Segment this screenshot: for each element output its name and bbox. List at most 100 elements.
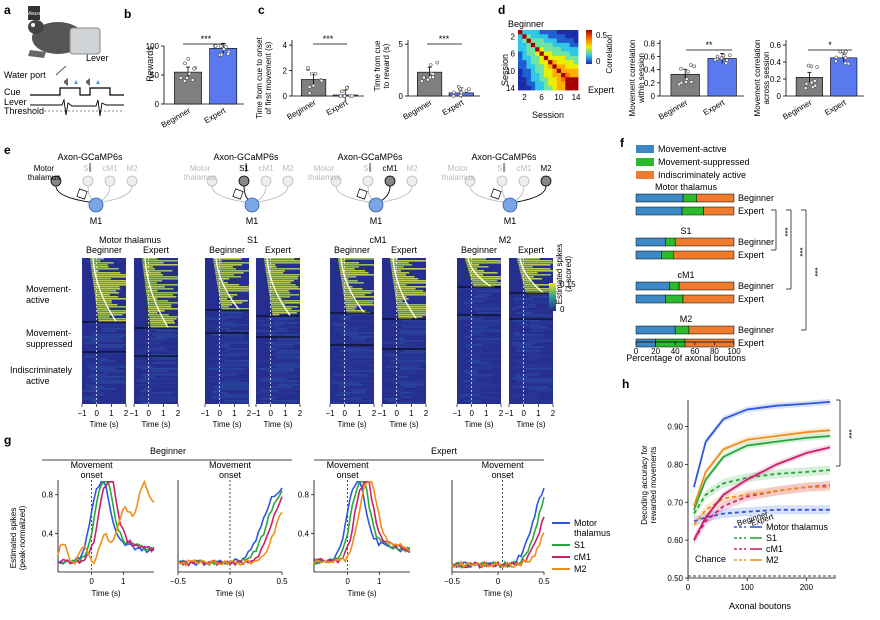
f-stars-s1: *** <box>780 227 789 236</box>
heatmap-row <box>223 378 242 380</box>
heatmap-row <box>148 304 172 306</box>
heatmap-row <box>518 400 553 402</box>
heatmap-row <box>352 338 367 340</box>
g-plot-3: Movementonset−0.5 0 0.5Time (s) <box>444 460 550 598</box>
matrix-cell <box>570 34 575 39</box>
heatmap-row <box>339 316 351 318</box>
heatmap-row <box>473 296 486 298</box>
c-left-axes: 024Beginner Expert <box>283 40 364 122</box>
heatmap-row <box>268 286 298 288</box>
x-axis-label: Time (s) <box>91 589 120 598</box>
matrix-cell <box>552 64 557 69</box>
heatmap-row <box>471 322 501 324</box>
x-tick-label: 2 <box>298 409 303 418</box>
heatmap-row <box>342 286 352 288</box>
heatmap-row <box>346 342 374 344</box>
heatmap-row <box>102 326 124 328</box>
heatmap-row <box>141 394 170 396</box>
heatmap-row <box>517 346 545 348</box>
x-tick-label: 0 <box>94 409 99 418</box>
heatmap-row <box>93 280 126 282</box>
heatmap-row <box>394 388 404 390</box>
data-point <box>810 81 813 84</box>
heatmap-row <box>460 356 478 358</box>
matrix-cell <box>544 60 549 65</box>
x-tick-label: Expert <box>823 98 848 118</box>
heatmap-group-title: M2 <box>499 235 512 245</box>
heatmap-row <box>90 260 100 262</box>
imaging-window <box>233 189 243 199</box>
heatmap-row <box>477 342 497 344</box>
matrix-cell <box>522 30 527 35</box>
cue-label: Cue <box>4 87 21 97</box>
x-tick-label: 1 <box>109 409 114 418</box>
heatmap-row <box>102 330 116 332</box>
matrix-cell <box>531 69 536 74</box>
heatmap-row <box>85 384 100 386</box>
matrix-cell <box>522 39 527 44</box>
heatmap-row <box>220 302 242 304</box>
heatmap-column-label: Beginner <box>209 245 245 255</box>
heatmap-row <box>340 274 374 276</box>
heatmap-row <box>332 382 359 384</box>
y-tick-label: 0.70 <box>667 498 683 507</box>
matrix-cell <box>544 34 549 39</box>
heatmap-row <box>92 274 126 276</box>
e-row-indisc-1: Indiscriminately <box>10 365 73 375</box>
onset-label-2: onset <box>219 470 242 480</box>
stacked-segment <box>636 207 682 215</box>
heatmap-row <box>472 326 488 328</box>
heatmap-row <box>215 270 249 272</box>
schematic-0: Axon-GCaMP6sS1 cM1 M2MotorthalamusM1 <box>28 152 138 226</box>
heatmap-row <box>261 398 275 400</box>
matrix-cell <box>561 60 566 65</box>
matrix-cell <box>570 86 575 91</box>
heatmap-row <box>511 308 518 310</box>
heatmap-row <box>469 374 493 376</box>
heatmap-row <box>385 354 395 356</box>
heatmap-row <box>397 328 407 330</box>
matrix-cell <box>540 82 545 87</box>
trace-m2 <box>58 482 154 564</box>
heatmap-row <box>466 334 485 336</box>
g-plot-1: Movementonset−0.5 0 0.5Time (s) <box>170 460 288 598</box>
x-tick-label: 0 <box>217 409 222 418</box>
matrix-cell <box>527 60 532 65</box>
heatmap-row <box>471 390 483 392</box>
matrix-cell <box>552 30 557 35</box>
x-tick-label: Expert <box>203 106 228 126</box>
heatmap-row <box>143 264 178 266</box>
heatmap-row <box>82 336 124 338</box>
threshold-label: Threshold <box>4 106 44 116</box>
data-point <box>186 76 189 79</box>
heatmap-row <box>385 378 399 380</box>
data-point <box>312 84 315 87</box>
data-point <box>420 80 423 83</box>
matrix-cell <box>570 77 575 82</box>
matrix-cell <box>522 52 527 57</box>
x-tick-label: −1 <box>129 409 139 418</box>
heatmap-group-title: Motor thalamus <box>99 235 162 245</box>
heatmap-row <box>530 322 553 324</box>
heatmap-row <box>339 384 363 386</box>
heatmap-row <box>391 268 426 270</box>
panel-g: g Beginner Expert Estimated spikes (peak… <box>4 433 611 598</box>
heatmap-row <box>152 386 178 388</box>
y-tick-label: 0 <box>399 92 404 101</box>
x-tick-label: 1 <box>377 577 382 586</box>
matrix-cell <box>544 30 549 35</box>
x-tick-label: 0 <box>268 409 273 418</box>
heatmap-group-title: cM1 <box>369 235 386 245</box>
neuron-icon <box>105 176 115 186</box>
heatmap-row <box>148 372 178 374</box>
heatmap-row <box>225 336 244 338</box>
heatmap-row <box>89 374 106 376</box>
heatmap-row <box>217 364 249 366</box>
heatmap-row <box>278 366 300 368</box>
heatmap-row <box>143 270 172 272</box>
data-point <box>432 72 435 75</box>
x-axis-label: Time (s) <box>464 420 493 429</box>
heatmap-row <box>206 318 226 320</box>
matrix-x-tick: 2 <box>522 93 527 102</box>
matrix-cell <box>540 43 545 48</box>
